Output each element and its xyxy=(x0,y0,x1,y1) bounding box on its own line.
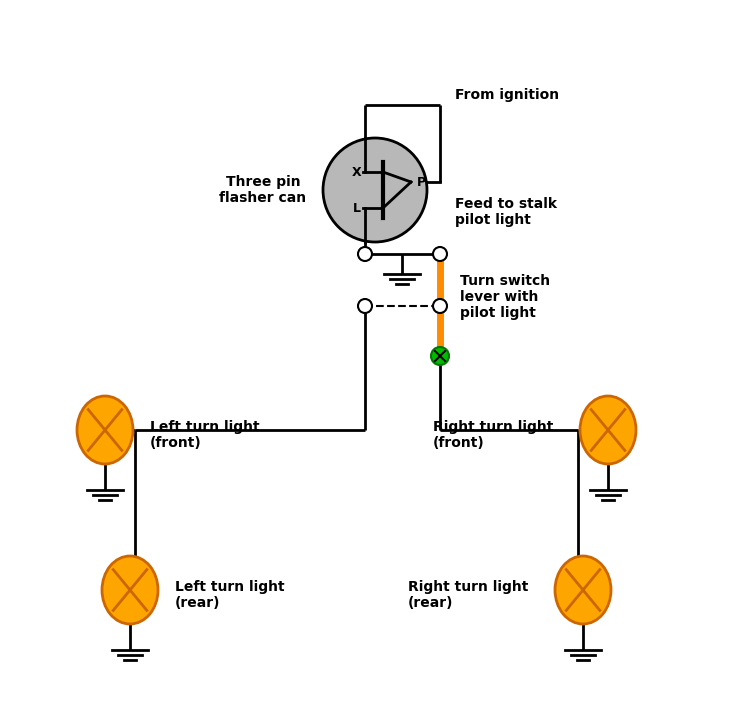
Text: Right turn light
(front): Right turn light (front) xyxy=(433,420,553,450)
Ellipse shape xyxy=(102,556,158,624)
Text: Left turn light
(front): Left turn light (front) xyxy=(150,420,259,450)
Ellipse shape xyxy=(77,396,133,464)
Text: Left turn light
(rear): Left turn light (rear) xyxy=(175,580,284,610)
Circle shape xyxy=(358,247,372,261)
Circle shape xyxy=(431,347,449,365)
Ellipse shape xyxy=(555,556,611,624)
Text: Three pin
flasher can: Three pin flasher can xyxy=(219,175,307,205)
Circle shape xyxy=(323,138,427,242)
Ellipse shape xyxy=(580,396,636,464)
Circle shape xyxy=(433,247,447,261)
Text: Feed to stalk
pilot light: Feed to stalk pilot light xyxy=(455,197,557,228)
Circle shape xyxy=(433,299,447,313)
Text: From ignition: From ignition xyxy=(455,88,559,102)
Text: X: X xyxy=(352,166,362,179)
Circle shape xyxy=(358,299,372,313)
Text: P: P xyxy=(417,176,426,189)
Text: L: L xyxy=(353,202,361,215)
Text: Right turn light
(rear): Right turn light (rear) xyxy=(408,580,528,610)
Text: Turn switch
lever with
pilot light: Turn switch lever with pilot light xyxy=(460,274,550,320)
